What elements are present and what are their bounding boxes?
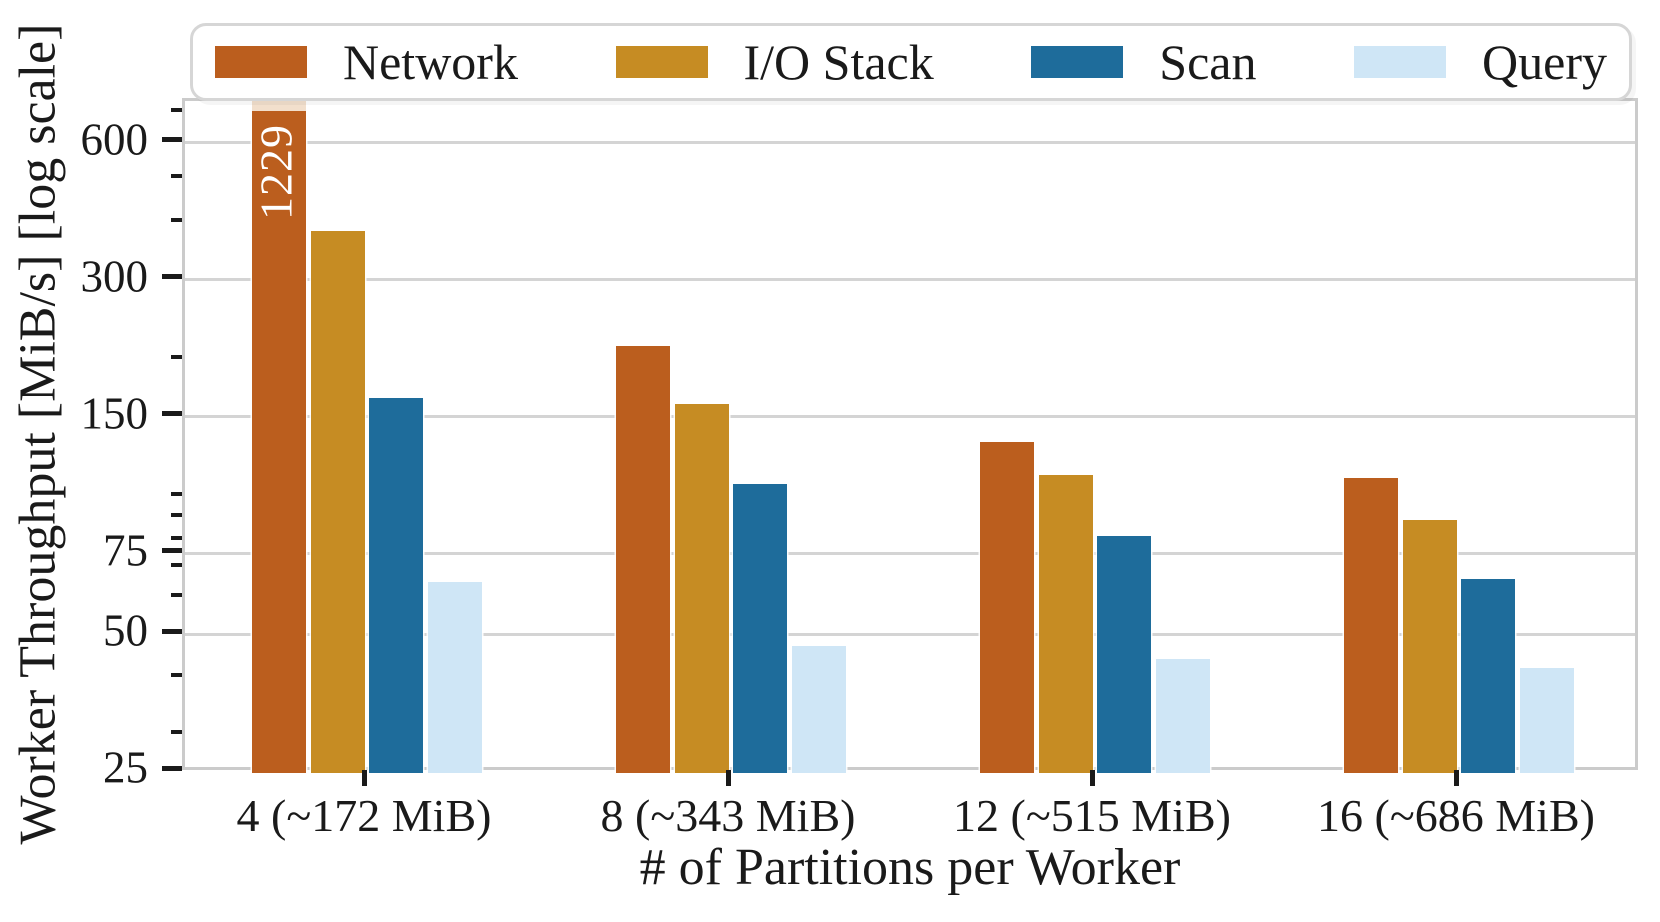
bar-query-1 (791, 646, 846, 773)
bar-scan-2 (1097, 536, 1152, 773)
y-minor-tick-40 (171, 673, 182, 678)
y-tick-label-150: 150 (80, 388, 149, 439)
legend-item-i-o-stack: I/O Stack (615, 34, 934, 90)
legend-item-network: Network (215, 37, 518, 87)
x-axis-label: # of Partitions per Worker (639, 839, 1181, 896)
bar-network-0 (252, 98, 307, 773)
gridline-150 (185, 415, 1635, 419)
y-tick-label-75: 75 (103, 525, 148, 576)
x-tick-2 (1089, 770, 1095, 786)
bar-i-o-stack-1 (674, 404, 729, 773)
legend-swatch-icon (1031, 46, 1124, 78)
y-minor-tick-90 (171, 512, 182, 517)
legend: Network I/O Stack Scan Query (190, 23, 1632, 101)
legend-label: I/O Stack (743, 34, 934, 90)
bar-query-0 (427, 582, 482, 773)
bar-i-o-stack-0 (310, 230, 365, 773)
y-tick-150 (162, 411, 182, 417)
x-tick-label-3: 16 (~686 MiB) (1317, 790, 1595, 841)
y-tick-label-300: 300 (80, 251, 149, 302)
bar-scan-1 (733, 483, 788, 773)
legend-label: Scan (1159, 34, 1257, 90)
x-tick-1 (725, 770, 731, 786)
y-minor-tick-500 (171, 174, 182, 178)
y-minor-tick-60 (171, 592, 182, 597)
y-minor-tick-400 (171, 218, 182, 223)
y-tick-label-25: 25 (103, 742, 148, 793)
gridline-50 (185, 632, 1635, 636)
y-tick-50 (162, 628, 182, 634)
y-tick-600 (162, 137, 182, 143)
x-tick-0 (361, 770, 367, 786)
bar-query-2 (1155, 659, 1210, 773)
bar-network-2 (980, 442, 1035, 773)
y-minor-tick-70 (171, 562, 182, 567)
x-tick-label-0: 4 (~172 MiB) (236, 790, 492, 841)
y-tick-25 (162, 765, 182, 771)
gridline-300 (185, 278, 1635, 282)
bar-query-3 (1519, 668, 1574, 773)
legend-item-query: Query (1354, 37, 1607, 87)
y-minor-tick-700 (171, 107, 182, 112)
legend-swatch-icon (215, 46, 307, 78)
x-tick-label-2: 12 (~515 MiB) (953, 790, 1231, 841)
y-tick-label-50: 50 (103, 605, 148, 656)
gridline-75 (185, 552, 1635, 556)
bar-i-o-stack-2 (1038, 474, 1093, 773)
plot-area (182, 98, 1638, 773)
y-minor-tick-100 (171, 492, 182, 497)
x-tick-label-1: 8 (~343 MiB) (600, 790, 856, 841)
legend-label: Network (343, 34, 518, 90)
legend-swatch-icon (1354, 46, 1447, 78)
y-tick-75 (162, 548, 182, 554)
bar-scan-0 (369, 398, 424, 773)
bar-scan-3 (1461, 579, 1516, 773)
y-minor-tick-80 (171, 536, 182, 541)
y-minor-tick-30 (171, 729, 182, 734)
bar-network-1 (616, 345, 671, 773)
legend-swatch-icon (615, 46, 708, 78)
bar-i-o-stack-3 (1402, 520, 1457, 773)
y-tick-300 (162, 274, 182, 280)
x-tick-3 (1453, 770, 1459, 786)
y-minor-tick-200 (171, 355, 182, 360)
bar-value-label: 1229 (250, 124, 302, 220)
bar-network-3 (1344, 478, 1399, 773)
gridline-600 (185, 141, 1635, 145)
legend-item-scan: Scan (1031, 37, 1256, 87)
y-tick-label-600: 600 (80, 114, 149, 165)
legend-label: Query (1482, 34, 1607, 90)
